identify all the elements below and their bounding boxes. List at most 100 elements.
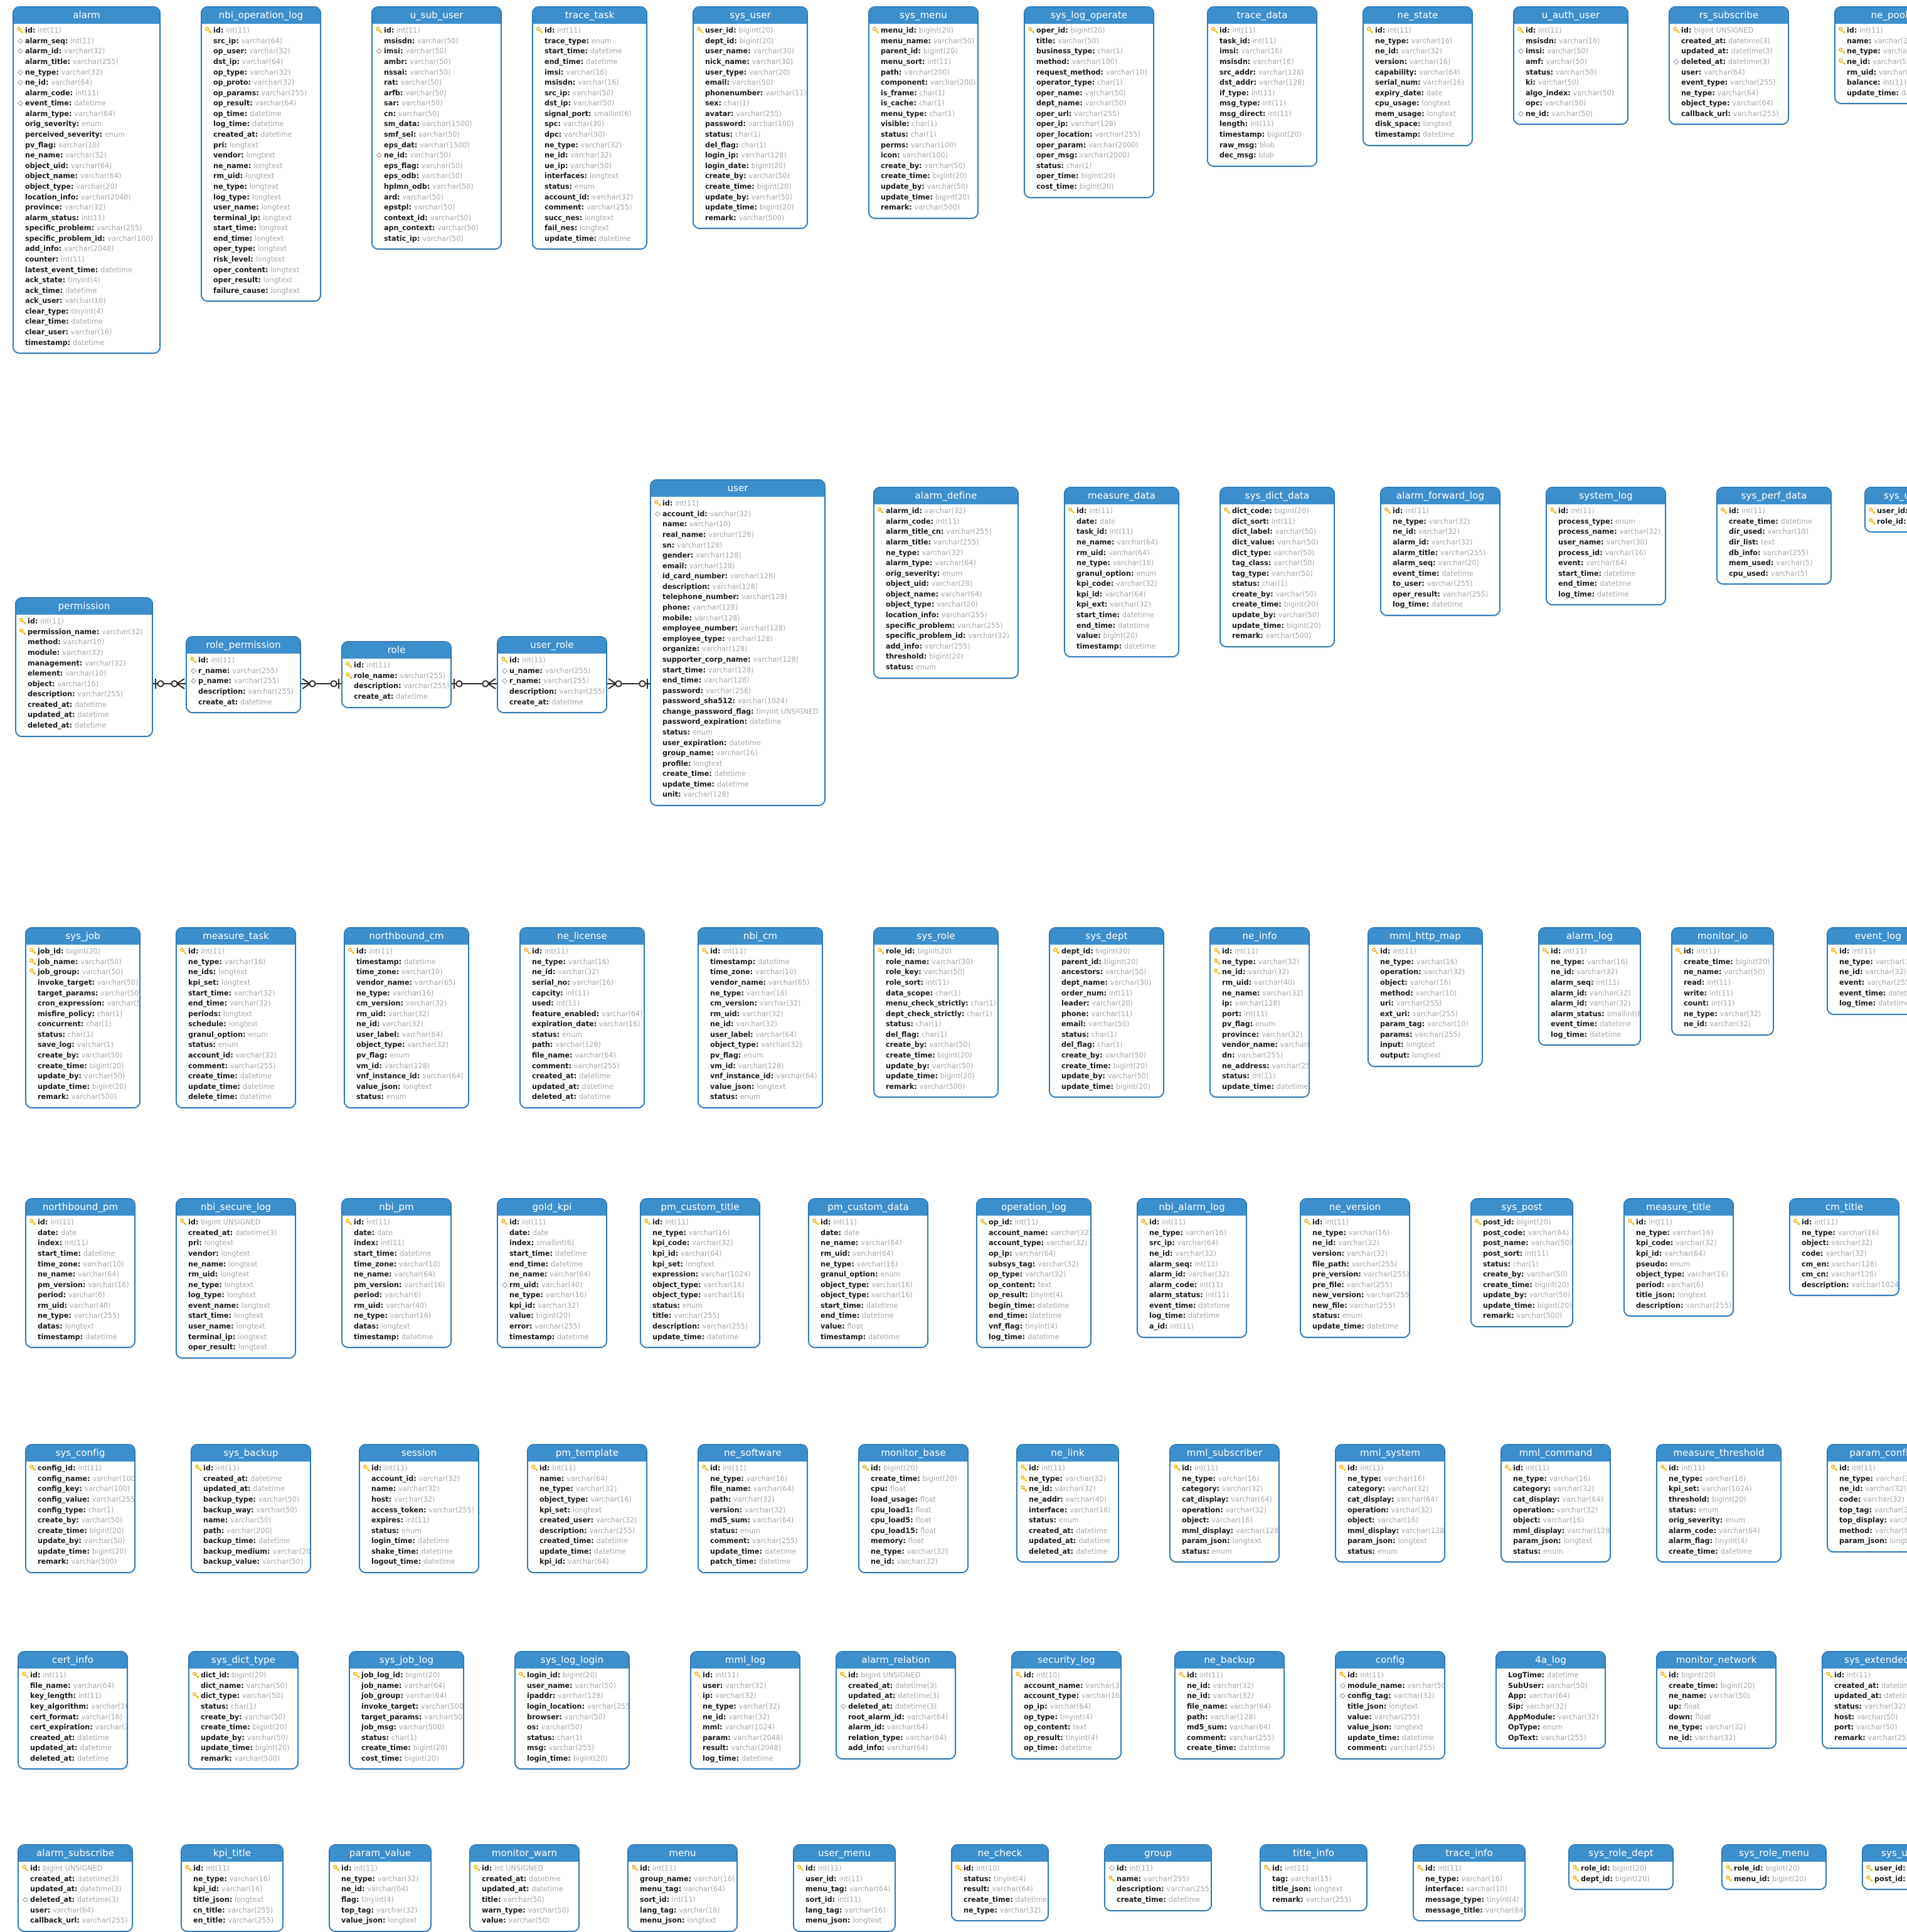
column-text: account_id: varchar(32): [188, 1051, 277, 1061]
column-type: char(1): [557, 1734, 583, 1742]
blank-icon: [1028, 141, 1036, 150]
table-column: id: int(11): [1020, 1463, 1115, 1474]
blank-icon: [1838, 78, 1846, 87]
column-name: category: [1182, 1485, 1217, 1493]
column-type: varchar(16): [716, 749, 758, 757]
blank-icon: [1838, 88, 1846, 98]
blank-icon: [348, 1082, 356, 1091]
column-name: ne_type: [356, 989, 387, 997]
blank-icon: [1028, 161, 1036, 171]
blank-icon: [19, 679, 27, 689]
column-name: trace_type: [544, 37, 586, 45]
table-column: location_info: varchar(255): [877, 610, 1015, 621]
column-type: varchar(128): [1567, 1527, 1611, 1535]
key-icon: [179, 947, 188, 956]
column-separator: :: [920, 507, 925, 515]
column-type: varchar(32): [1051, 1229, 1092, 1237]
column-separator: :: [1090, 947, 1095, 955]
table-column: add_info: varchar(2048): [16, 244, 157, 255]
table-sys_user_role[interactable]: sys_user_roleuser_id: bigint(20)role_id:…: [1864, 487, 1907, 533]
table-column: backup_way: varchar(50): [194, 1505, 307, 1516]
column-type: varchar(10): [1768, 528, 1809, 536]
column-type: varchar(500): [235, 1754, 280, 1763]
column-separator: :: [250, 99, 255, 107]
column-separator: :: [1723, 58, 1728, 66]
table-column: status: enum: [1504, 1547, 1607, 1558]
table-column: telephone_number: varchar(128): [654, 592, 822, 603]
column-text: ne_type: varchar(16): [652, 1228, 730, 1239]
column-type: varchar(64): [1117, 538, 1158, 546]
column-text: vm_id: varchar(128): [710, 1061, 784, 1072]
column-text: ancestors: varchar(50): [1061, 967, 1146, 978]
